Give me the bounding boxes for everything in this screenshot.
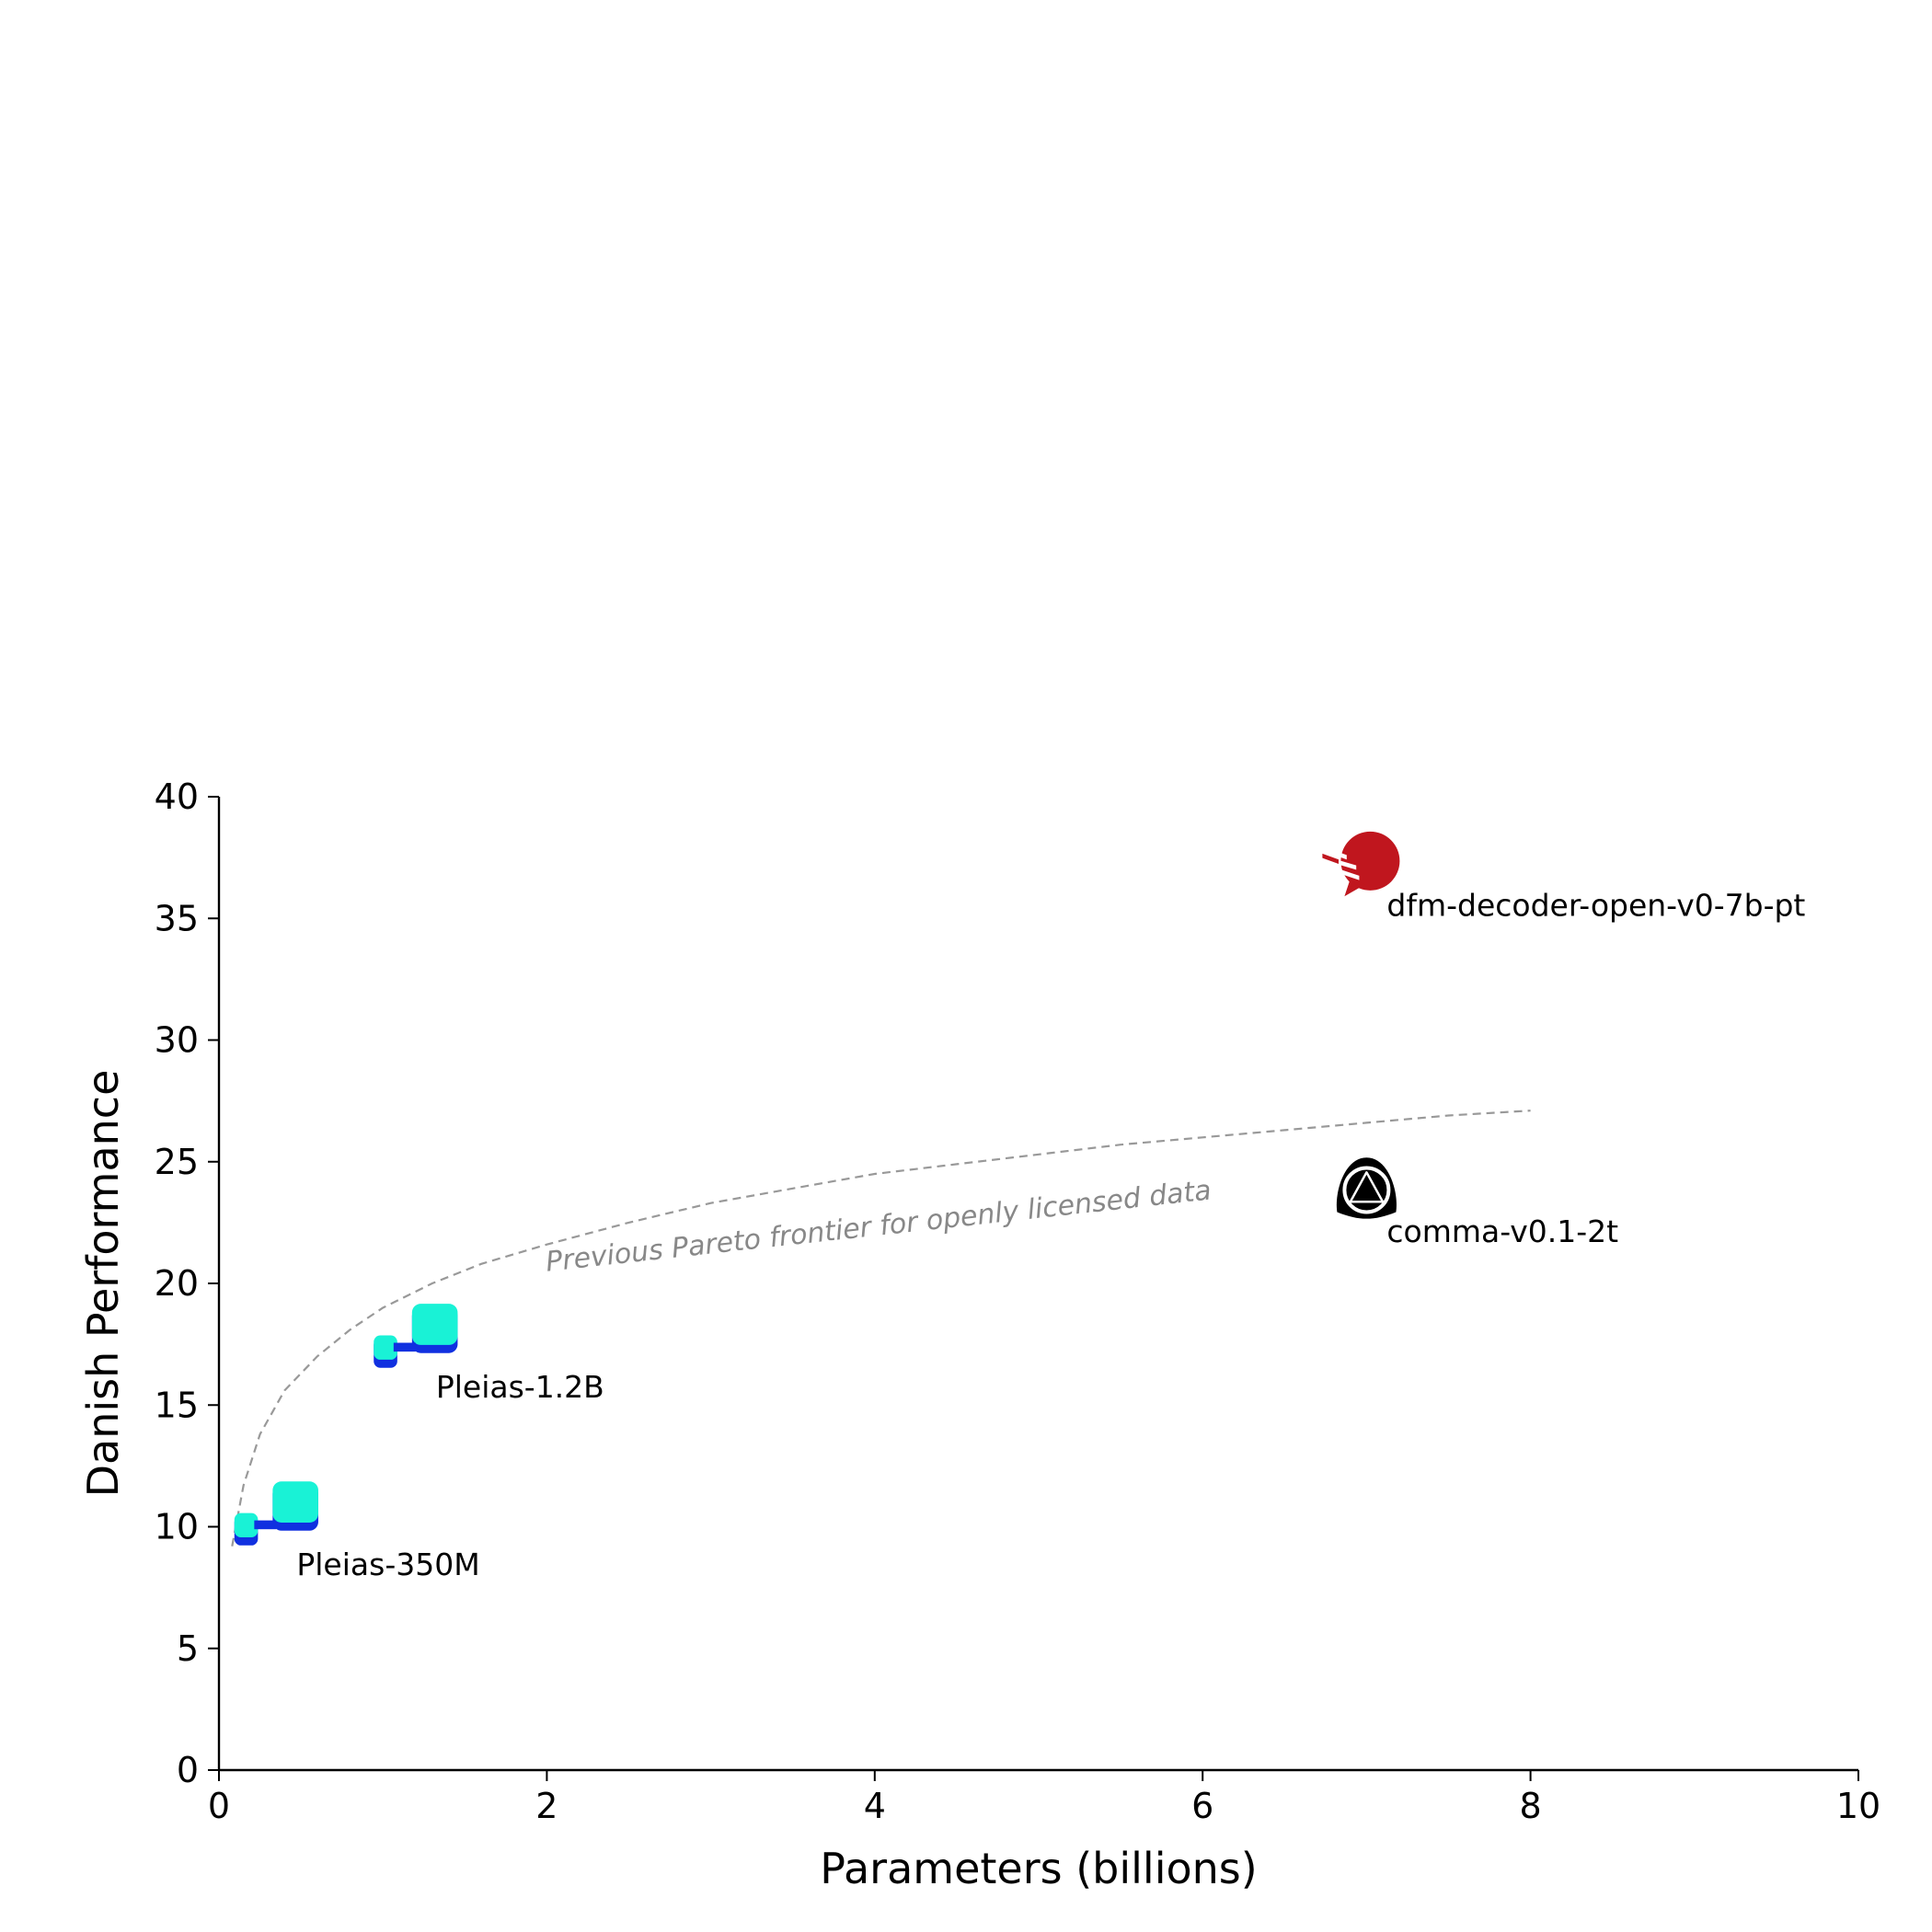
point-label: Pleias-1.2B xyxy=(436,1369,604,1405)
y-tick-label: 35 xyxy=(155,898,199,938)
y-tick-label: 10 xyxy=(155,1507,199,1547)
y-tick-label: 40 xyxy=(155,776,199,817)
axes xyxy=(217,797,1858,1772)
x-tick-label: 6 xyxy=(1191,1786,1213,1826)
point-labels: Pleias-350M Pleias-1.2B comma-v0.1-2t dfm-d… xyxy=(296,887,1805,1582)
pleias-big-block xyxy=(411,1304,458,1345)
pleias-connector xyxy=(393,1342,416,1352)
x-tick-label: 10 xyxy=(1836,1786,1880,1826)
y-tick-label: 15 xyxy=(155,1385,199,1425)
y-tick-label: 0 xyxy=(177,1750,199,1790)
y-tick-label: 30 xyxy=(155,1020,199,1061)
comma-ring xyxy=(1342,1166,1391,1214)
y-tick-label: 5 xyxy=(177,1628,199,1669)
pleias-connector xyxy=(254,1520,277,1530)
dfm-bubble-tail xyxy=(1344,879,1365,897)
pleias-logo-icon xyxy=(374,1304,458,1368)
point-label: Pleias-350M xyxy=(296,1547,479,1582)
pareto-frontier-label: Previous Pareto frontier for openly lice… xyxy=(544,1174,1213,1278)
x-tick-label: 0 xyxy=(208,1786,230,1826)
pleias-big-block xyxy=(272,1481,318,1524)
data-points xyxy=(234,831,1400,1546)
comma-inner-triangle xyxy=(1349,1171,1385,1203)
x-tick-label: 4 xyxy=(864,1786,886,1826)
x-axis-label: Parameters (billions) xyxy=(820,1844,1257,1893)
comma-logo-icon xyxy=(1336,1157,1397,1219)
pleias-small-block xyxy=(374,1335,397,1360)
x-ticks: 0 2 4 6 8 10 xyxy=(208,1770,1880,1826)
pareto-frontier-line xyxy=(231,1110,1531,1547)
x-tick-label: 8 xyxy=(1520,1786,1542,1826)
y-axis-label: Danish Performance xyxy=(78,1070,128,1498)
pleias-small-block xyxy=(234,1512,259,1538)
point-label: dfm-decoder-open-v0-7b-pt xyxy=(1386,887,1805,923)
dfm-speed-line xyxy=(1337,868,1360,880)
y-tick-label: 20 xyxy=(155,1263,199,1304)
y-ticks: 0 5 10 15 20 25 30 35 40 xyxy=(155,776,219,1790)
dfm-speed-line-outer xyxy=(1322,853,1339,865)
point-label: comma-v0.1-2t xyxy=(1386,1213,1618,1249)
y-tick-label: 25 xyxy=(155,1142,199,1182)
pleias-logo-icon xyxy=(234,1481,318,1546)
dfm-speed-line xyxy=(1326,847,1347,860)
x-tick-label: 2 xyxy=(535,1786,558,1826)
dfm-logo-icon xyxy=(1322,831,1400,897)
